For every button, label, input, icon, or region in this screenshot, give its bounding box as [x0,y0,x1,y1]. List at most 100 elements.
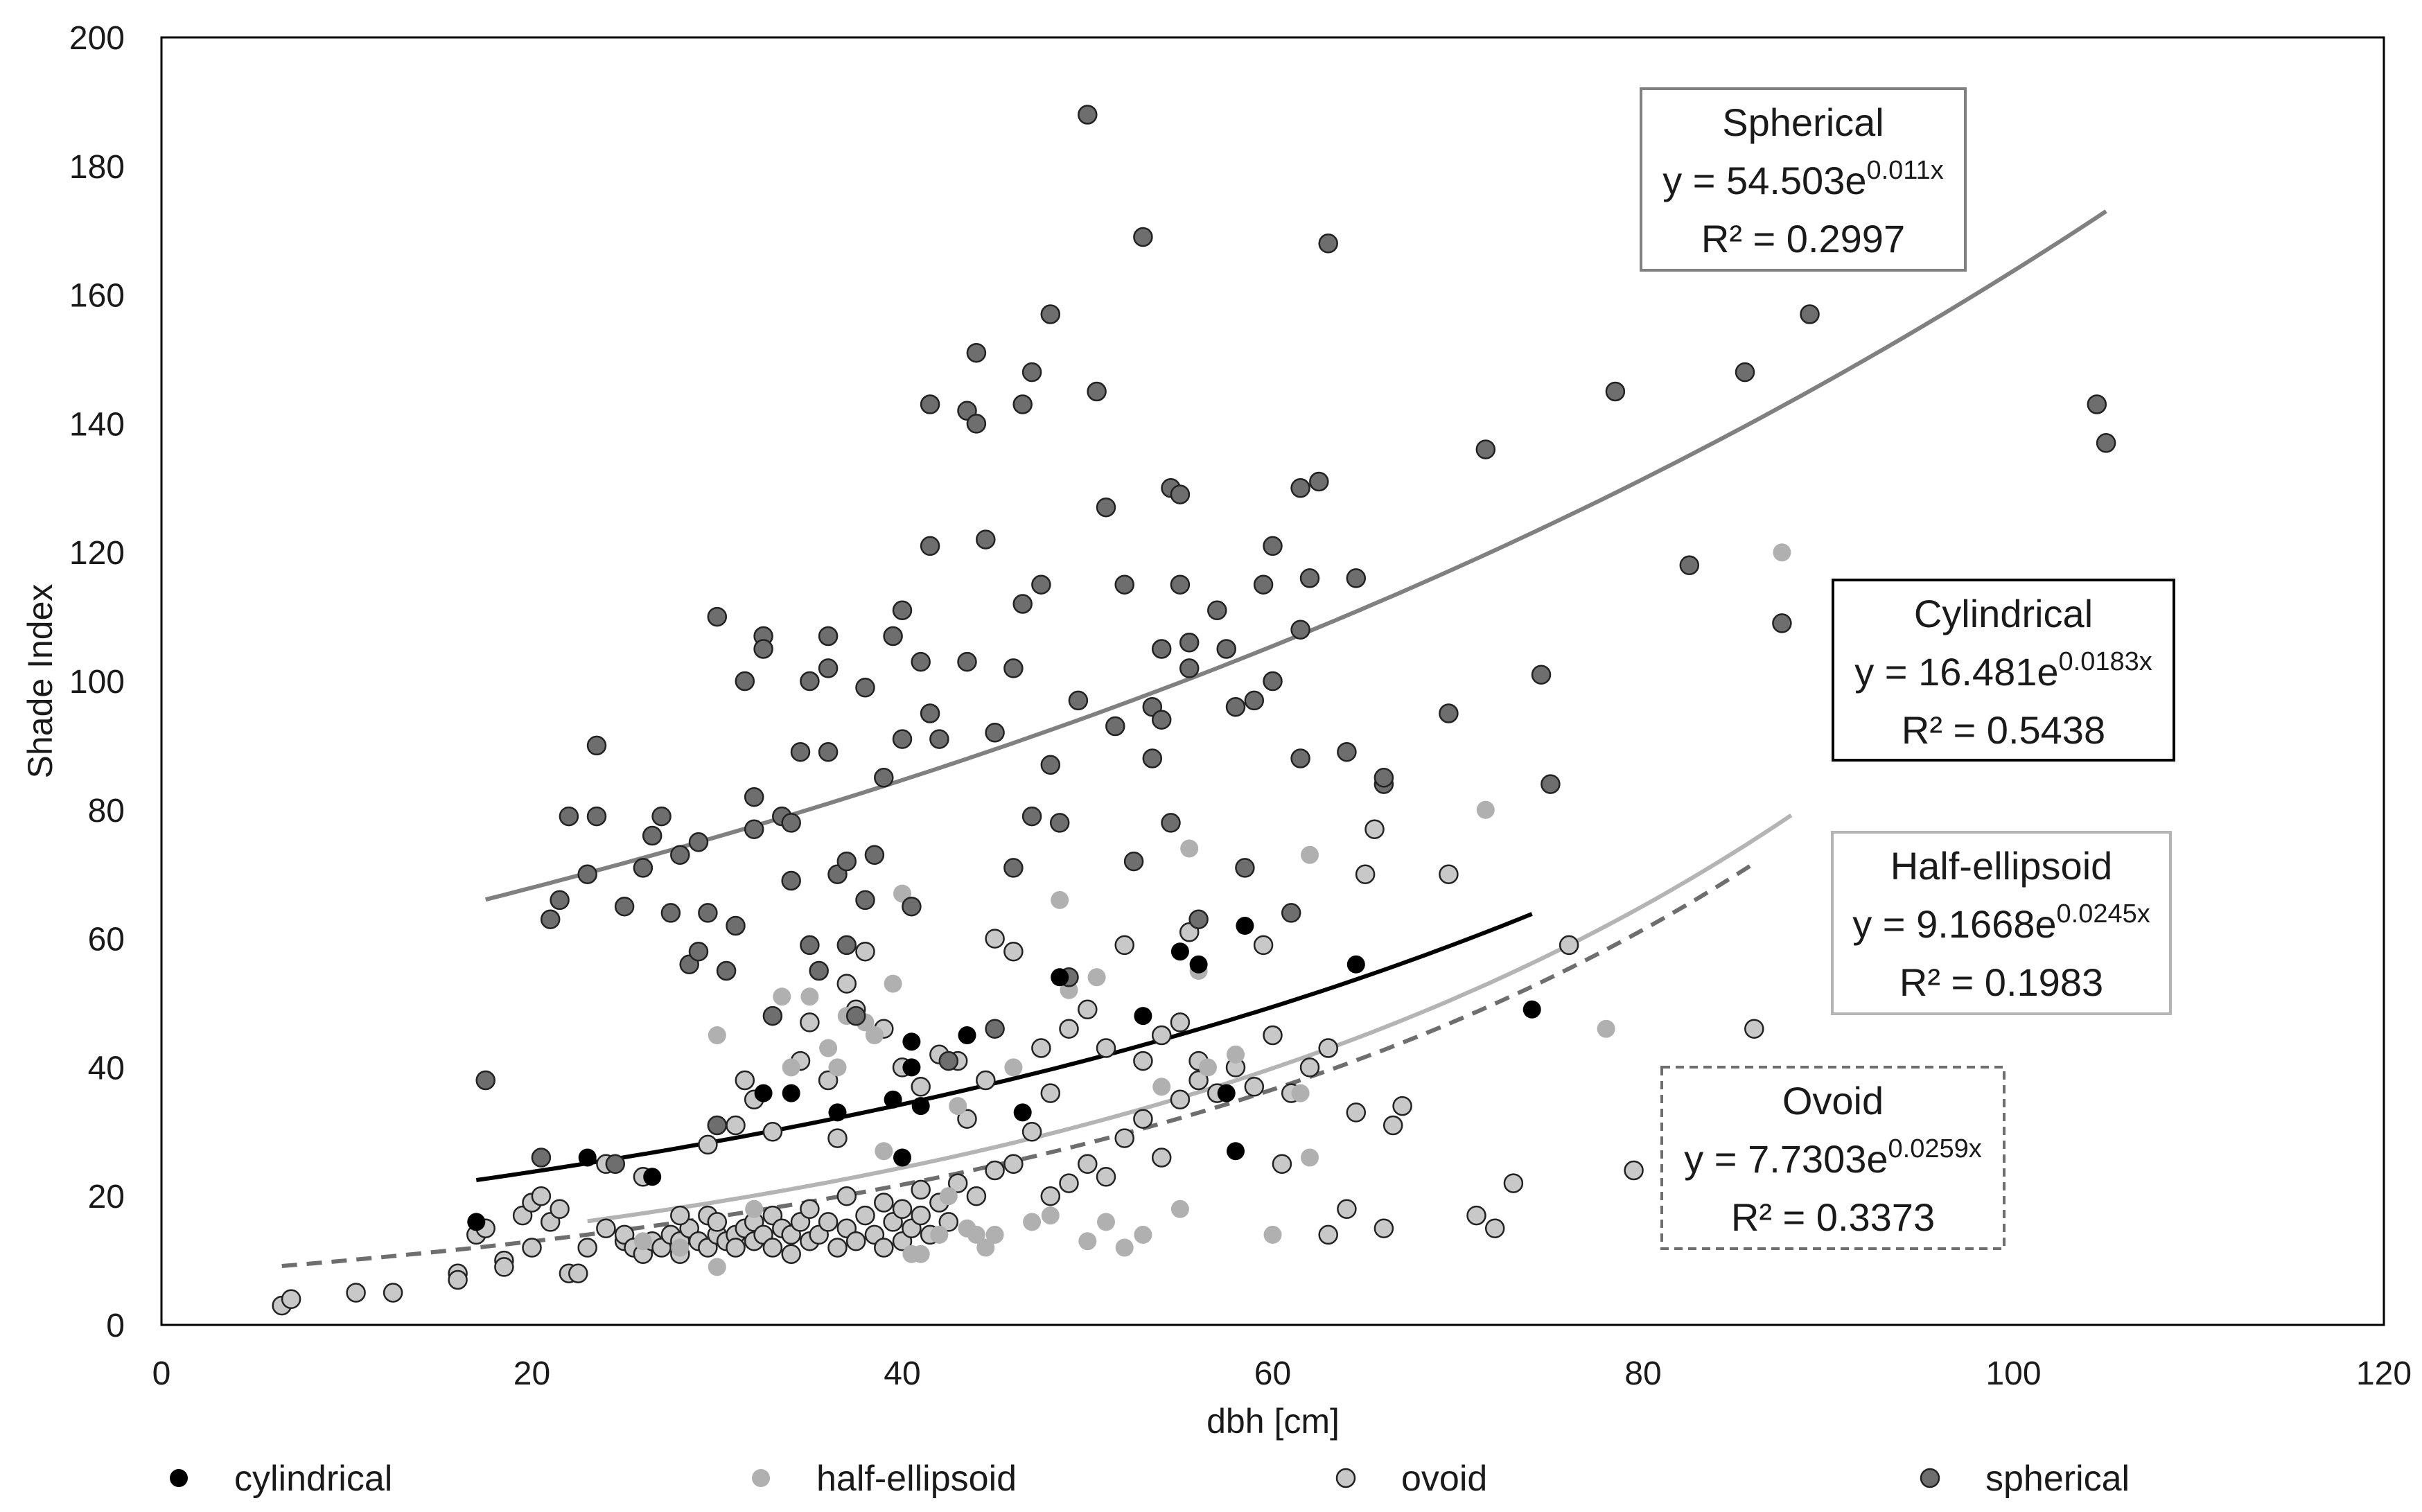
point-spherical [1290,619,1310,640]
point-spherical [818,741,839,762]
equation-formula-main: y = 16.481e [1854,650,2058,694]
point-spherical [1475,439,1496,459]
legend-label: half-ellipsoid [816,1459,1017,1499]
point-half-ellipsoid [1227,1045,1245,1064]
x-tick-label: 60 [1254,1355,1291,1392]
point-spherical [836,851,857,872]
point-ovoid [836,974,857,994]
point-cylindrical [1013,1103,1032,1122]
point-ovoid [1021,1122,1042,1142]
point-ovoid [874,1193,894,1213]
trendline-ovoid [281,861,1755,1268]
point-ovoid [522,1238,542,1258]
equation-boxes: Spherical y = 54.503e0.011x R² = 0.2997 Cyl… [1640,87,2175,1250]
point-spherical [920,536,940,556]
point-cylindrical [1051,968,1069,987]
point-spherical [976,529,996,550]
legend-marker [1335,1468,1356,1488]
equation-title: Spherical [1722,100,1884,144]
point-ovoid [1503,1173,1524,1193]
y-tick-label: 120 [69,535,125,572]
point-half-ellipsoid [875,1142,893,1161]
point-half-ellipsoid [1023,1213,1042,1231]
point-spherical [818,658,839,678]
point-ovoid [845,1231,866,1251]
legend-item-ovoid: ovoid [1335,1459,1487,1499]
x-tick-label: 120 [2356,1355,2412,1392]
point-half-ellipsoid [911,1245,930,1263]
point-spherical [1096,497,1116,518]
point-cylindrical [1236,917,1254,935]
point-ovoid [1114,935,1134,956]
equation-formula-exponent: 0.0259x [1888,1134,1982,1163]
legend-label: cylindrical [234,1459,392,1499]
point-ovoid [985,929,1005,949]
point-ovoid [985,1160,1005,1181]
point-half-ellipsoid [1476,800,1495,819]
point-ovoid [698,1134,718,1155]
point-spherical [735,671,755,692]
point-ovoid [1337,1199,1357,1220]
point-half-ellipsoid [782,1058,800,1077]
point-spherical [559,806,579,827]
legend-marker [1920,1468,1940,1488]
y-tick-label: 40 [88,1050,125,1087]
equation-formula: y = 54.503e0.011x [1662,156,1944,202]
point-ovoid [1439,864,1459,884]
x-tick-label: 20 [514,1355,550,1392]
point-ovoid [957,1109,977,1129]
point-spherical [744,786,764,807]
point-half-ellipsoid [671,1238,690,1257]
point-cylindrical [1227,1142,1245,1161]
equation-title: Cylindrical [1914,592,2093,635]
point-spherical [1078,105,1098,125]
point-half-ellipsoid [985,1225,1004,1244]
point-ovoid [911,1179,931,1200]
point-ovoid [494,1257,514,1277]
point-half-ellipsoid [828,1058,847,1077]
point-cylindrical [958,1026,976,1044]
point-ovoid [1263,1025,1283,1046]
point-half-ellipsoid [1115,1238,1134,1257]
point-spherical [1151,639,1172,659]
point-cylindrical [1170,942,1189,961]
legend-item-cylindrical: cylindrical [170,1459,392,1499]
equation-title: Ovoid [1782,1079,1884,1123]
equation-formula-exponent: 0.0245x [2057,899,2150,929]
legend-marker [170,1469,188,1487]
data-points [272,105,2116,1316]
point-ovoid [800,1199,820,1220]
point-ovoid [1078,999,1098,1020]
point-ovoid [1318,1224,1338,1245]
point-ovoid [1133,1051,1153,1071]
point-half-ellipsoid [708,1258,726,1276]
point-cylindrical [893,1148,911,1167]
point-spherical [781,870,801,891]
legend-item-spherical: spherical [1920,1459,2130,1499]
point-spherical [605,1154,626,1175]
point-ovoid [1272,1154,1292,1175]
point-ovoid [1170,1089,1191,1110]
point-ovoid [1744,1019,1764,1039]
equation-title: Half-ellipsoid [1890,844,2113,888]
point-ovoid [1031,1038,1051,1058]
point-cylindrical [643,1168,662,1186]
point-half-ellipsoid [1180,839,1199,858]
legend-item-half-ellipsoid: half-ellipsoid [752,1459,1017,1499]
point-half-ellipsoid [1597,1019,1615,1038]
point-spherical [864,845,885,865]
point-spherical [818,626,839,647]
point-half-ellipsoid [1291,1084,1310,1102]
point-spherical [1021,806,1042,827]
point-spherical [1170,484,1191,504]
point-ovoid [1003,941,1024,962]
equation-formula-exponent: 0.0183x [2059,647,2152,676]
point-spherical [1179,633,1200,653]
equation-formula: y = 7.7303e0.0259x [1684,1134,1981,1181]
equation-r-squared: R² = 0.2997 [1701,217,1905,261]
point-spherical [642,825,662,846]
point-ovoid [670,1205,690,1226]
equation-formula-main: y = 54.503e [1662,159,1866,202]
y-tick-label: 100 [69,664,125,701]
